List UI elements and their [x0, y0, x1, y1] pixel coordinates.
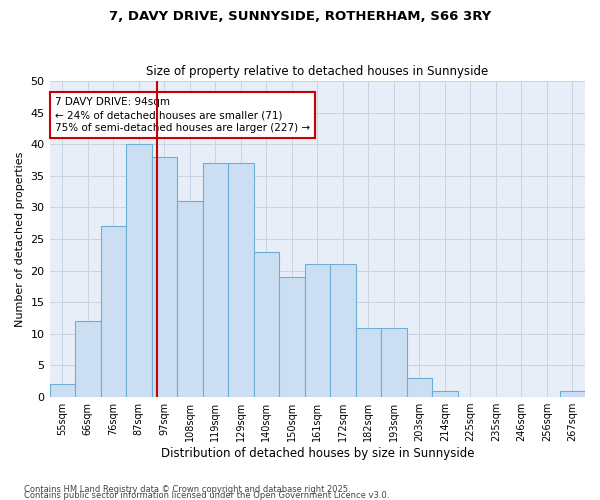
Bar [330, 264, 356, 397]
Title: Size of property relative to detached houses in Sunnyside: Size of property relative to detached ho… [146, 66, 488, 78]
Bar [381, 328, 407, 397]
Bar [203, 163, 228, 397]
Bar [356, 328, 381, 397]
Bar [126, 144, 152, 397]
Bar [152, 157, 177, 397]
Bar [407, 378, 432, 397]
Bar [177, 201, 203, 397]
Bar [50, 384, 75, 397]
Text: Contains public sector information licensed under the Open Government Licence v3: Contains public sector information licen… [24, 490, 389, 500]
Bar [560, 391, 585, 397]
Bar [75, 321, 101, 397]
X-axis label: Distribution of detached houses by size in Sunnyside: Distribution of detached houses by size … [161, 447, 474, 460]
Y-axis label: Number of detached properties: Number of detached properties [15, 152, 25, 327]
Bar [228, 163, 254, 397]
Bar [305, 264, 330, 397]
Text: 7, DAVY DRIVE, SUNNYSIDE, ROTHERHAM, S66 3RY: 7, DAVY DRIVE, SUNNYSIDE, ROTHERHAM, S66… [109, 10, 491, 23]
Bar [254, 252, 279, 397]
Bar [432, 391, 458, 397]
Bar [279, 277, 305, 397]
Text: Contains HM Land Registry data © Crown copyright and database right 2025.: Contains HM Land Registry data © Crown c… [24, 484, 350, 494]
Bar [101, 226, 126, 397]
Text: 7 DAVY DRIVE: 94sqm
← 24% of detached houses are smaller (71)
75% of semi-detach: 7 DAVY DRIVE: 94sqm ← 24% of detached ho… [55, 97, 310, 134]
